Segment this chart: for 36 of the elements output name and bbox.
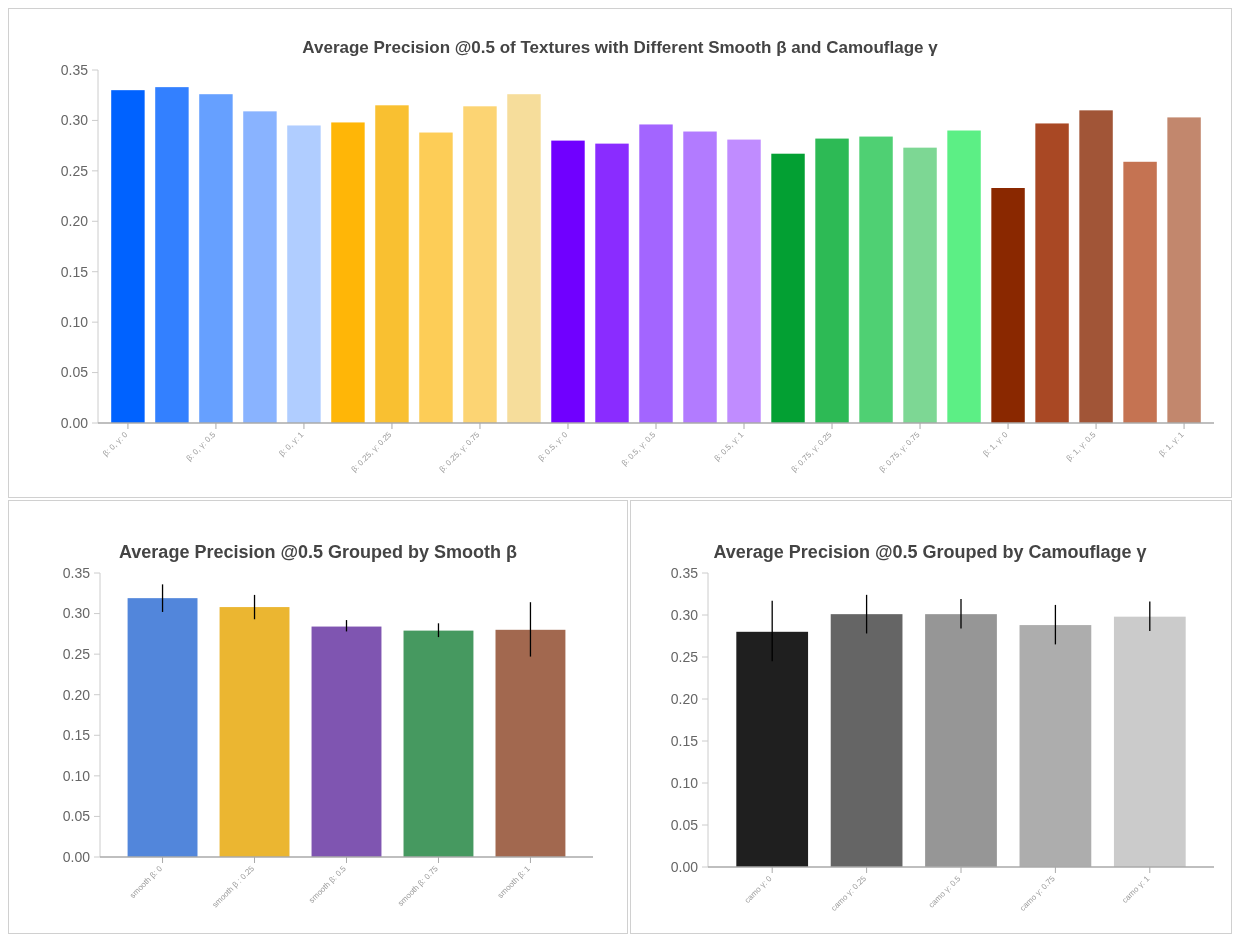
x-tick-label: β: 0.5, γ: 0.5 <box>619 429 658 468</box>
y-tick-label: 0.30 <box>60 112 89 129</box>
y-tick-label: 0.25 <box>670 648 699 665</box>
y-tick-label: 0.00 <box>62 848 91 865</box>
chart-title: Average Precision @0.5 Grouped by Smooth β <box>119 542 517 562</box>
y-tick-label: 0.30 <box>62 605 91 622</box>
y-tick-label: 0.15 <box>62 727 91 744</box>
y-tick-label: 0.15 <box>670 732 699 749</box>
y-tick-label: 0.35 <box>60 61 89 78</box>
y-tick-label: 0.15 <box>60 263 89 280</box>
x-tick-label: β: 1, γ: 0 <box>981 429 1010 459</box>
y-tick-label: 0.35 <box>62 564 91 581</box>
y-tick-label: 0.10 <box>60 314 89 331</box>
x-tick-label: β: 0, γ: 1 <box>277 429 306 459</box>
x-tick-label: β: 1, γ: 1 <box>1157 429 1186 459</box>
y-tick-label: 0.00 <box>670 858 699 875</box>
y-tick-label: 0.30 <box>670 606 699 623</box>
x-tick-label: β: 0, γ: 0 <box>101 429 130 459</box>
y-tick-label: 0.20 <box>670 690 699 707</box>
x-tick-label: β: 0.5, γ: 1 <box>712 429 746 463</box>
y-tick-label: 0.10 <box>670 774 699 791</box>
x-tick-label: β: 0, γ: 0.5 <box>184 429 218 463</box>
x-tick-label: β: 0.5, γ: 0 <box>536 429 570 463</box>
y-tick-label: 0.20 <box>60 213 89 230</box>
x-tick-label: β: 1, γ: 0.5 <box>1064 429 1098 463</box>
y-tick-label: 0.05 <box>60 364 89 381</box>
y-tick-label: 0.35 <box>670 564 699 581</box>
y-tick-label: 0.25 <box>60 162 89 179</box>
y-tick-label: 0.00 <box>60 414 89 431</box>
y-tick-label: 0.20 <box>62 686 91 703</box>
y-tick-label: 0.25 <box>62 646 91 663</box>
chart-title: Average Precision @0.5 Grouped by Camouflage γ <box>713 542 1147 562</box>
y-tick-label: 0.05 <box>62 808 91 825</box>
chart-title: Average Precision @0.5 of Textures with Different Smooth β and Camouflage γ <box>302 38 939 57</box>
y-tick-label: 0.05 <box>670 816 699 833</box>
y-tick-label: 0.10 <box>62 767 91 784</box>
